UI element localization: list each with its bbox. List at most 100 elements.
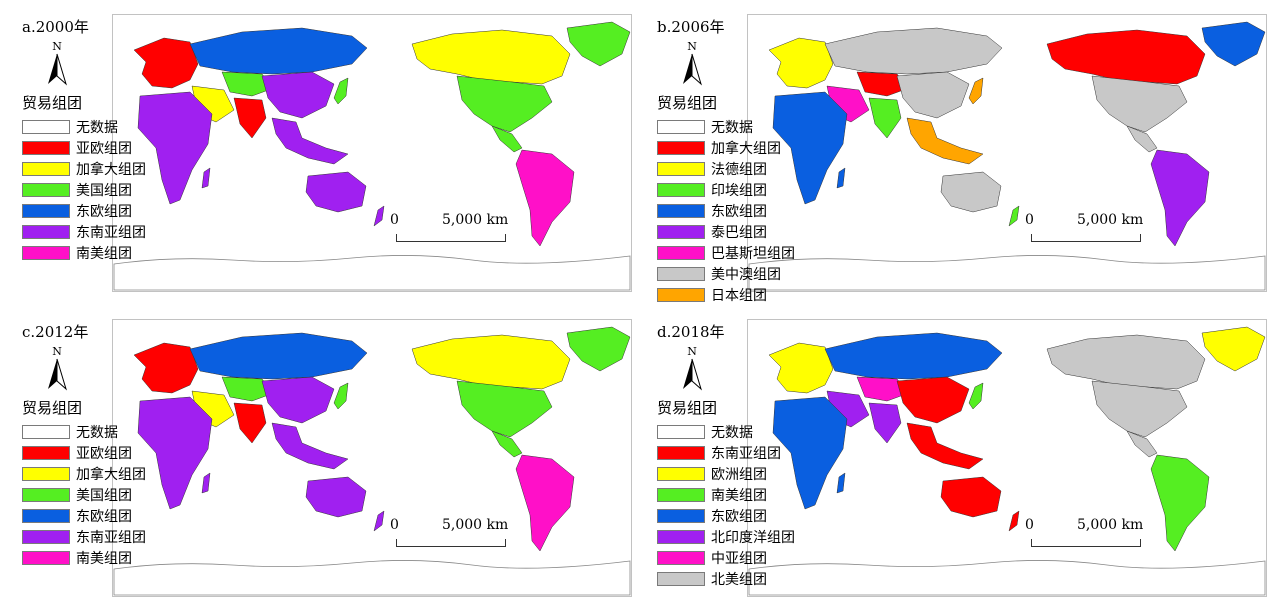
panel-title: b.2006年: [657, 18, 725, 36]
legend-swatch: [22, 182, 70, 197]
australia-region: [940, 476, 1002, 518]
scale-distance-label: 5,000 km: [1077, 212, 1144, 228]
north-arrow-icon: N: [48, 345, 67, 391]
scale-zero-label: 0: [1025, 517, 1034, 533]
legend-label: 中亚组团: [711, 550, 767, 567]
legend-label: 东欧组团: [76, 508, 132, 525]
china-region: [261, 71, 335, 119]
panel-title: c.2012年: [22, 323, 89, 341]
world-map: [112, 14, 632, 292]
world-map: [747, 14, 1267, 292]
china-region: [261, 376, 335, 424]
europe-region: [133, 37, 199, 89]
legend-item: 东欧组团: [657, 505, 795, 526]
legend-item: 东欧组团: [657, 200, 795, 221]
china-region: [896, 376, 970, 424]
scale-distance-label: 5,000 km: [442, 212, 509, 228]
north-arrow-icon: N: [683, 345, 702, 391]
north-america-region: [411, 334, 571, 390]
legend-label: 南美组团: [76, 245, 132, 262]
legend-item: 印埃组团: [657, 179, 795, 200]
greenland-region: [566, 326, 631, 372]
map-panel-a: a.2000年 N: [0, 0, 635, 300]
legend-swatch: [657, 245, 705, 260]
legend-item: 加拿大组团: [22, 463, 146, 484]
legend-item: 美国组团: [22, 179, 146, 200]
japan-region: [968, 382, 984, 410]
japan-region: [968, 77, 984, 105]
africa-region: [772, 91, 848, 205]
africa-region: [772, 396, 848, 510]
russia-region: [824, 27, 1003, 75]
new-zealand-region: [1008, 205, 1020, 227]
legend-title: 贸易组团: [22, 94, 83, 112]
russia-region: [824, 332, 1003, 380]
legend-swatch: [22, 529, 70, 544]
australia-region: [305, 476, 367, 518]
legend-item: 北印度洋组团: [657, 526, 795, 547]
map-panel-c: c.2012年 N: [0, 305, 635, 605]
new-zealand-region: [373, 205, 385, 227]
legend-item: 中亚组团: [657, 547, 795, 568]
south-america-region: [515, 454, 575, 552]
legend-item: 美国组团: [22, 484, 146, 505]
legend-label: 亚欧组团: [76, 445, 132, 462]
legend-item: 泰巴组团: [657, 221, 795, 242]
africa-region: [137, 91, 213, 205]
scale-zero-label: 0: [390, 212, 399, 228]
legend-swatch: [22, 508, 70, 523]
legend-label: 加拿大组团: [76, 466, 146, 483]
scale-bar: 0 5,000 km: [1025, 517, 1155, 557]
central-asia-region: [221, 376, 275, 402]
central-america-region: [491, 125, 523, 153]
legend-label: 北印度洋组团: [711, 529, 795, 546]
legend-swatch: [657, 203, 705, 218]
legend-item: 欧洲组团: [657, 463, 795, 484]
central-asia-region: [856, 71, 910, 97]
scale-line: [1031, 234, 1141, 242]
legend-label: 巴基斯坦组团: [711, 245, 795, 262]
central-asia-region: [856, 376, 910, 402]
legend-label: 东欧组团: [711, 508, 767, 525]
legend-label: 东欧组团: [711, 203, 767, 220]
legend-swatch: [22, 445, 70, 460]
legend-swatch: [657, 508, 705, 523]
usa-region: [456, 380, 553, 438]
legend-swatch: [657, 161, 705, 176]
scale-zero-label: 0: [1025, 212, 1034, 228]
legend-item: 东欧组团: [22, 505, 146, 526]
north-america-region: [411, 29, 571, 85]
south-america-region: [1150, 149, 1210, 247]
legend-label: 南美组团: [76, 550, 132, 567]
legend-label: 东欧组团: [76, 203, 132, 220]
legend-swatch: [657, 550, 705, 565]
legend: 贸易组团 无数据 加拿大组团 法德组团 印埃组团 东欧组团 泰巴组团 巴基斯坦组团 美中澳组团…: [657, 92, 795, 305]
usa-region: [1091, 75, 1188, 133]
legend-swatch: [657, 487, 705, 502]
scale-distance-label: 5,000 km: [442, 517, 509, 533]
legend-swatch: [22, 245, 70, 260]
australia-region: [940, 171, 1002, 213]
legend-item: 美中澳组团: [657, 263, 795, 284]
scale-line: [396, 234, 506, 242]
legend-label: 无数据: [76, 119, 118, 136]
south-asia-region: [233, 97, 267, 139]
legend-swatch: [22, 119, 70, 134]
world-map: [112, 319, 632, 597]
antarctica-region: [748, 255, 1266, 291]
japan-region: [333, 77, 349, 105]
south-asia-region: [868, 97, 902, 139]
panel-title: d.2018年: [657, 323, 725, 341]
legend-swatch: [22, 550, 70, 565]
scale-line: [1031, 539, 1141, 547]
legend-item: 东欧组团: [22, 200, 146, 221]
legend-label: 东南亚组团: [711, 445, 781, 462]
greenland-region: [1201, 21, 1266, 67]
scale-bar: 0 5,000 km: [1025, 212, 1155, 252]
svg-text:N: N: [687, 40, 697, 53]
svg-text:N: N: [687, 345, 697, 358]
europe-region: [768, 37, 834, 89]
legend-item: 日本组团: [657, 284, 795, 305]
legend-item: 南美组团: [657, 484, 795, 505]
north-america-region: [1046, 29, 1206, 85]
